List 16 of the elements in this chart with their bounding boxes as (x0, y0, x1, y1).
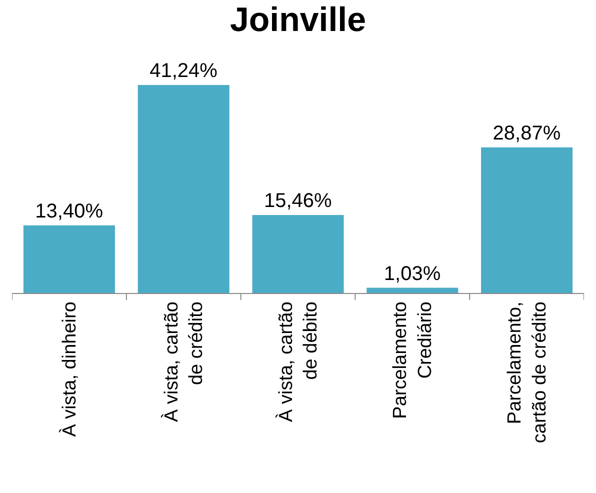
bar (252, 215, 344, 293)
bar (366, 288, 458, 293)
x-tick-label: À vista, dinheiro (58, 302, 80, 437)
data-label: 13,40% (35, 200, 104, 222)
x-tick-label: Parcelamento Crediário (390, 302, 436, 419)
x-tick-label: À vista, cartão de débito (274, 302, 322, 422)
bar (23, 225, 115, 293)
bar (481, 147, 573, 293)
x-tick-label: Parcelamento, cartão de crédito (504, 302, 550, 444)
data-label: 41,24% (150, 60, 218, 82)
x-tick-label: À vista, cartão de crédito (160, 302, 208, 422)
data-label: 15,46% (264, 190, 332, 212)
data-label: 1,03% (384, 262, 441, 285)
data-label: 28,87% (492, 122, 561, 144)
chart-title: Joinville (230, 1, 366, 40)
bar (138, 84, 230, 293)
